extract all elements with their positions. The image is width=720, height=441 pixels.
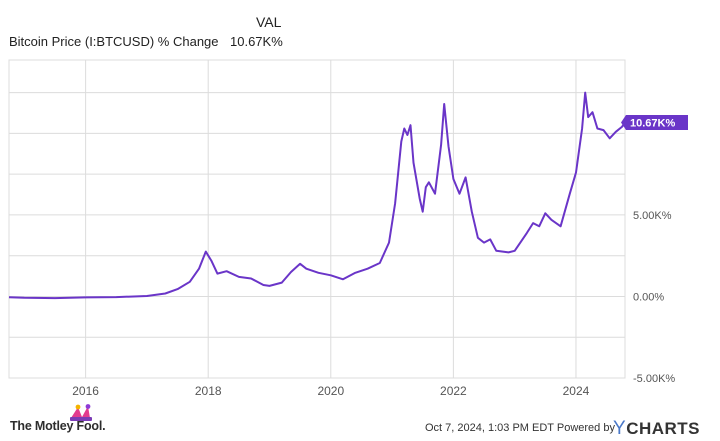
last-value-badge-shape <box>621 114 688 130</box>
last-value-badge-text: 10.67K% <box>630 117 675 129</box>
chart-timestamp: Oct 7, 2024, 1:03 PM EDT Powered by <box>425 422 615 434</box>
x-tick-label: 2016 <box>72 384 99 398</box>
ycharts-rest: CHARTS <box>626 419 701 438</box>
x-tick-label: 2018 <box>195 384 222 398</box>
y-tick-label: 0.00% <box>633 291 664 303</box>
legend-series-name: Bitcoin Price (I:BTCUSD) % Change <box>9 34 219 49</box>
motley-fool-logo <box>70 404 92 421</box>
y-tick-label: -5.00K% <box>633 373 675 385</box>
last-value-badge: 10.67K% <box>621 114 688 130</box>
plot-frame <box>8 59 626 379</box>
ycharts-logo[interactable]: YCHARTS <box>613 418 700 440</box>
axis-ticks: -5.00K% 0.00% 5.00K% 2016 2018 2020 2022 2024 <box>72 210 675 398</box>
ycharts-y: Y <box>613 418 627 439</box>
grid-lines <box>8 59 626 379</box>
powered-by-text: Powered by <box>556 422 615 434</box>
x-tick-label: 2022 <box>440 384 467 398</box>
series-layer <box>8 91 626 300</box>
y-tick-label: 5.00K% <box>633 210 672 222</box>
timestamp-text: Oct 7, 2024, 1:03 PM EDT <box>425 422 554 434</box>
x-tick-label: 2024 <box>563 384 590 398</box>
x-tick-label: 2020 <box>317 384 344 398</box>
motley-fool-wordmark: The Motley Fool. <box>10 419 106 433</box>
jester-hat-icon <box>71 406 90 418</box>
legend-series-value: 10.67K% <box>230 34 283 49</box>
legend-value-header: VAL <box>256 14 282 30</box>
series-line <box>8 91 626 300</box>
